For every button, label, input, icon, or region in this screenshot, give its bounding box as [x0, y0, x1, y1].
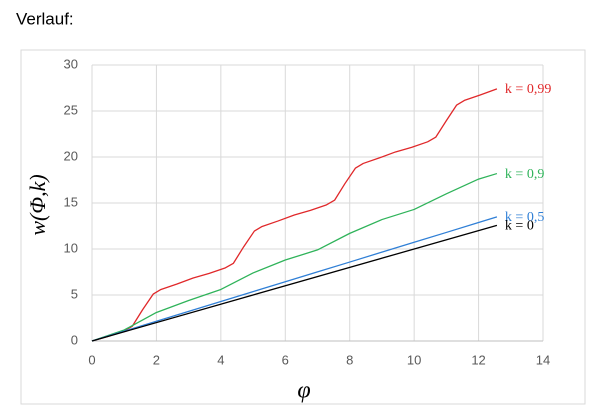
y-tick-label: 5: [71, 286, 78, 301]
x-tick-label: 12: [471, 352, 485, 367]
series-line: [91, 88, 498, 342]
y-tick-label: 15: [64, 194, 78, 209]
x-tick-label: 8: [346, 352, 353, 367]
chart-frame: [20, 49, 586, 405]
x-tick-label: 2: [153, 352, 160, 367]
series-line: [91, 172, 498, 342]
series-label: k = 0: [505, 219, 534, 234]
y-tick-label: 0: [71, 332, 78, 347]
x-tick-label: 14: [536, 352, 550, 367]
x-axis-label: φ: [297, 378, 310, 404]
y-axis-label: w(Φ,k): [25, 174, 50, 235]
x-tick-label: 6: [282, 352, 289, 367]
y-tick-label: 10: [64, 240, 78, 255]
series-line: [91, 224, 498, 342]
series-label: k = 0,5: [505, 210, 544, 225]
series-label: k = 0,99: [505, 82, 551, 97]
y-tick-label: 30: [64, 56, 78, 71]
y-tick-label: 25: [64, 102, 78, 117]
chart-title: Verlauf:: [16, 9, 74, 28]
series-line: [91, 216, 498, 342]
y-tick-label: 20: [64, 148, 78, 163]
x-tick-label: 0: [88, 352, 95, 367]
x-tick-label: 4: [217, 352, 224, 367]
series-label: k = 0,9: [505, 167, 544, 182]
x-tick-label: 10: [407, 352, 421, 367]
